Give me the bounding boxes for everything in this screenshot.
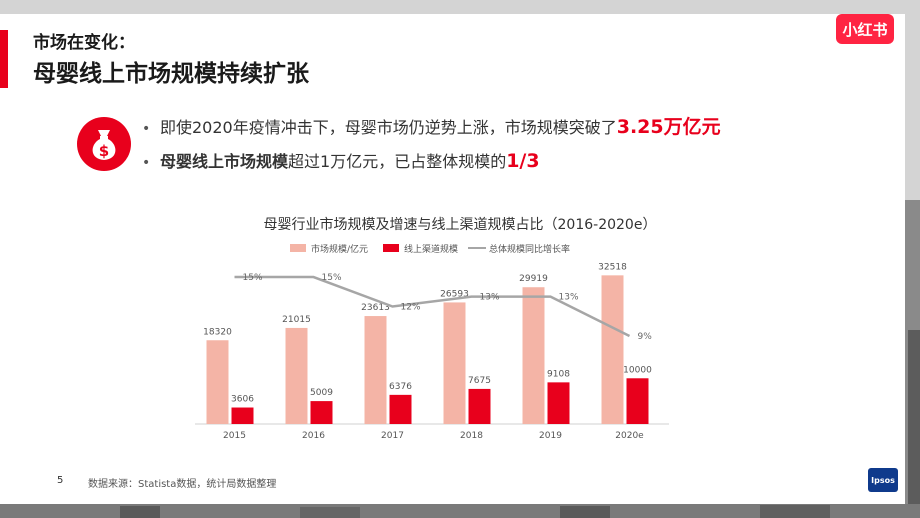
- bullet-dot-icon: •: [142, 155, 151, 171]
- title-line1: 市场在变化：: [33, 33, 135, 53]
- key-point-1: • 即使2020年疫情冲击下，母婴市场仍逆势上涨，市场规模突破了 3.25万亿元: [142, 112, 822, 148]
- bar-online-2019: [547, 382, 570, 424]
- growth-rate-line: [234, 275, 631, 338]
- bar-total-2019: [522, 287, 545, 424]
- bar-total-label-2020e: 32518: [598, 262, 627, 272]
- bar-total-2018: [443, 302, 466, 424]
- bar-online-label-2018: 7675: [468, 376, 491, 386]
- key-point-1-text: 即使2020年疫情冲击下，母婴市场仍逆势上涨，市场规模突破了: [160, 118, 617, 137]
- x-tick-label-2018: 2018: [460, 431, 483, 441]
- key-point-2-text: 超过1万亿元，已占整体规模的: [288, 152, 507, 171]
- chart-title: 母婴行业市场规模及增速与线上渠道规模占比（2016-2020e）: [263, 217, 657, 233]
- money-bag-icon: $: [77, 117, 131, 171]
- bar-online-label-2016: 5009: [310, 388, 333, 398]
- legend-swatch-1: [383, 244, 399, 252]
- key-point-2: • 母婴线上市场规模 超过1万亿元，已占整体规模的 1/3: [142, 148, 822, 184]
- bar-total-label-2017: 23613: [361, 303, 390, 313]
- bar-online-2020e: [626, 378, 649, 424]
- legend-label-0: 市场规模/亿元: [311, 243, 368, 255]
- key-point-2-highlight: 1/3: [506, 150, 540, 172]
- source-note: 数据来源：Statista数据，统计局数据整理: [88, 479, 277, 490]
- key-point-2-lead: 母婴线上市场规模: [160, 152, 289, 171]
- bar-total-2016: [285, 327, 308, 424]
- bar-total-label-2019: 29919: [519, 274, 548, 284]
- bar-total-label-2016: 21015: [282, 315, 311, 325]
- legend-swatch-0: [290, 244, 306, 252]
- bar-online-2015: [231, 407, 254, 424]
- x-tick-label-2019: 2019: [539, 431, 562, 441]
- bar-total-2015: [206, 340, 229, 424]
- growth-rate-label-2019: 13%: [559, 293, 579, 303]
- key-points-list: • 即使2020年疫情冲击下，母婴市场仍逆势上涨，市场规模突破了 3.25万亿元…: [142, 112, 822, 184]
- key-point-1-highlight: 3.25万亿元: [616, 116, 721, 138]
- bar-online-2016: [310, 401, 333, 424]
- bar-total-2017: [364, 316, 387, 424]
- title-accent-bar: [0, 30, 8, 88]
- bar-online-2017: [389, 394, 412, 424]
- bullet-dot-icon: •: [142, 121, 151, 137]
- bar-total-label-2015: 18320: [203, 327, 232, 337]
- legend-label-2: 总体规模同比增长率: [489, 243, 570, 255]
- growth-rate-label-2018: 13%: [480, 293, 500, 303]
- bar-total-2020e: [601, 275, 624, 424]
- x-tick-label-2016: 2016: [302, 431, 325, 441]
- xiaohongshu-logo: 小红书: [836, 14, 894, 44]
- page-number: 5: [57, 475, 64, 486]
- bar-online-label-2017: 6376: [389, 382, 412, 392]
- growth-rate-label-2020e: 9%: [638, 332, 653, 342]
- growth-rate-label-2017: 12%: [401, 303, 421, 313]
- growth-rate-label-2015: 15%: [243, 273, 263, 283]
- legend-label-1: 线上渠道规模: [404, 243, 458, 255]
- x-tick-label-2015: 2015: [223, 431, 246, 441]
- ipsos-logo: Ipsos: [868, 468, 898, 492]
- bar-online-2018: [468, 388, 491, 424]
- page-title: 母婴线上市场规模持续扩张: [33, 61, 309, 87]
- svg-text:$: $: [99, 142, 109, 160]
- bar-online-label-2020e: 10000: [623, 365, 652, 375]
- x-tick-label-2017: 2017: [381, 431, 404, 441]
- bar-online-label-2019: 9108: [547, 369, 570, 379]
- bar-total-label-2018: 26593: [440, 289, 469, 299]
- growth-rate-label-2016: 15%: [322, 273, 342, 283]
- x-tick-label-2020e: 2020e: [615, 431, 644, 441]
- bar-online-label-2015: 3606: [231, 395, 254, 405]
